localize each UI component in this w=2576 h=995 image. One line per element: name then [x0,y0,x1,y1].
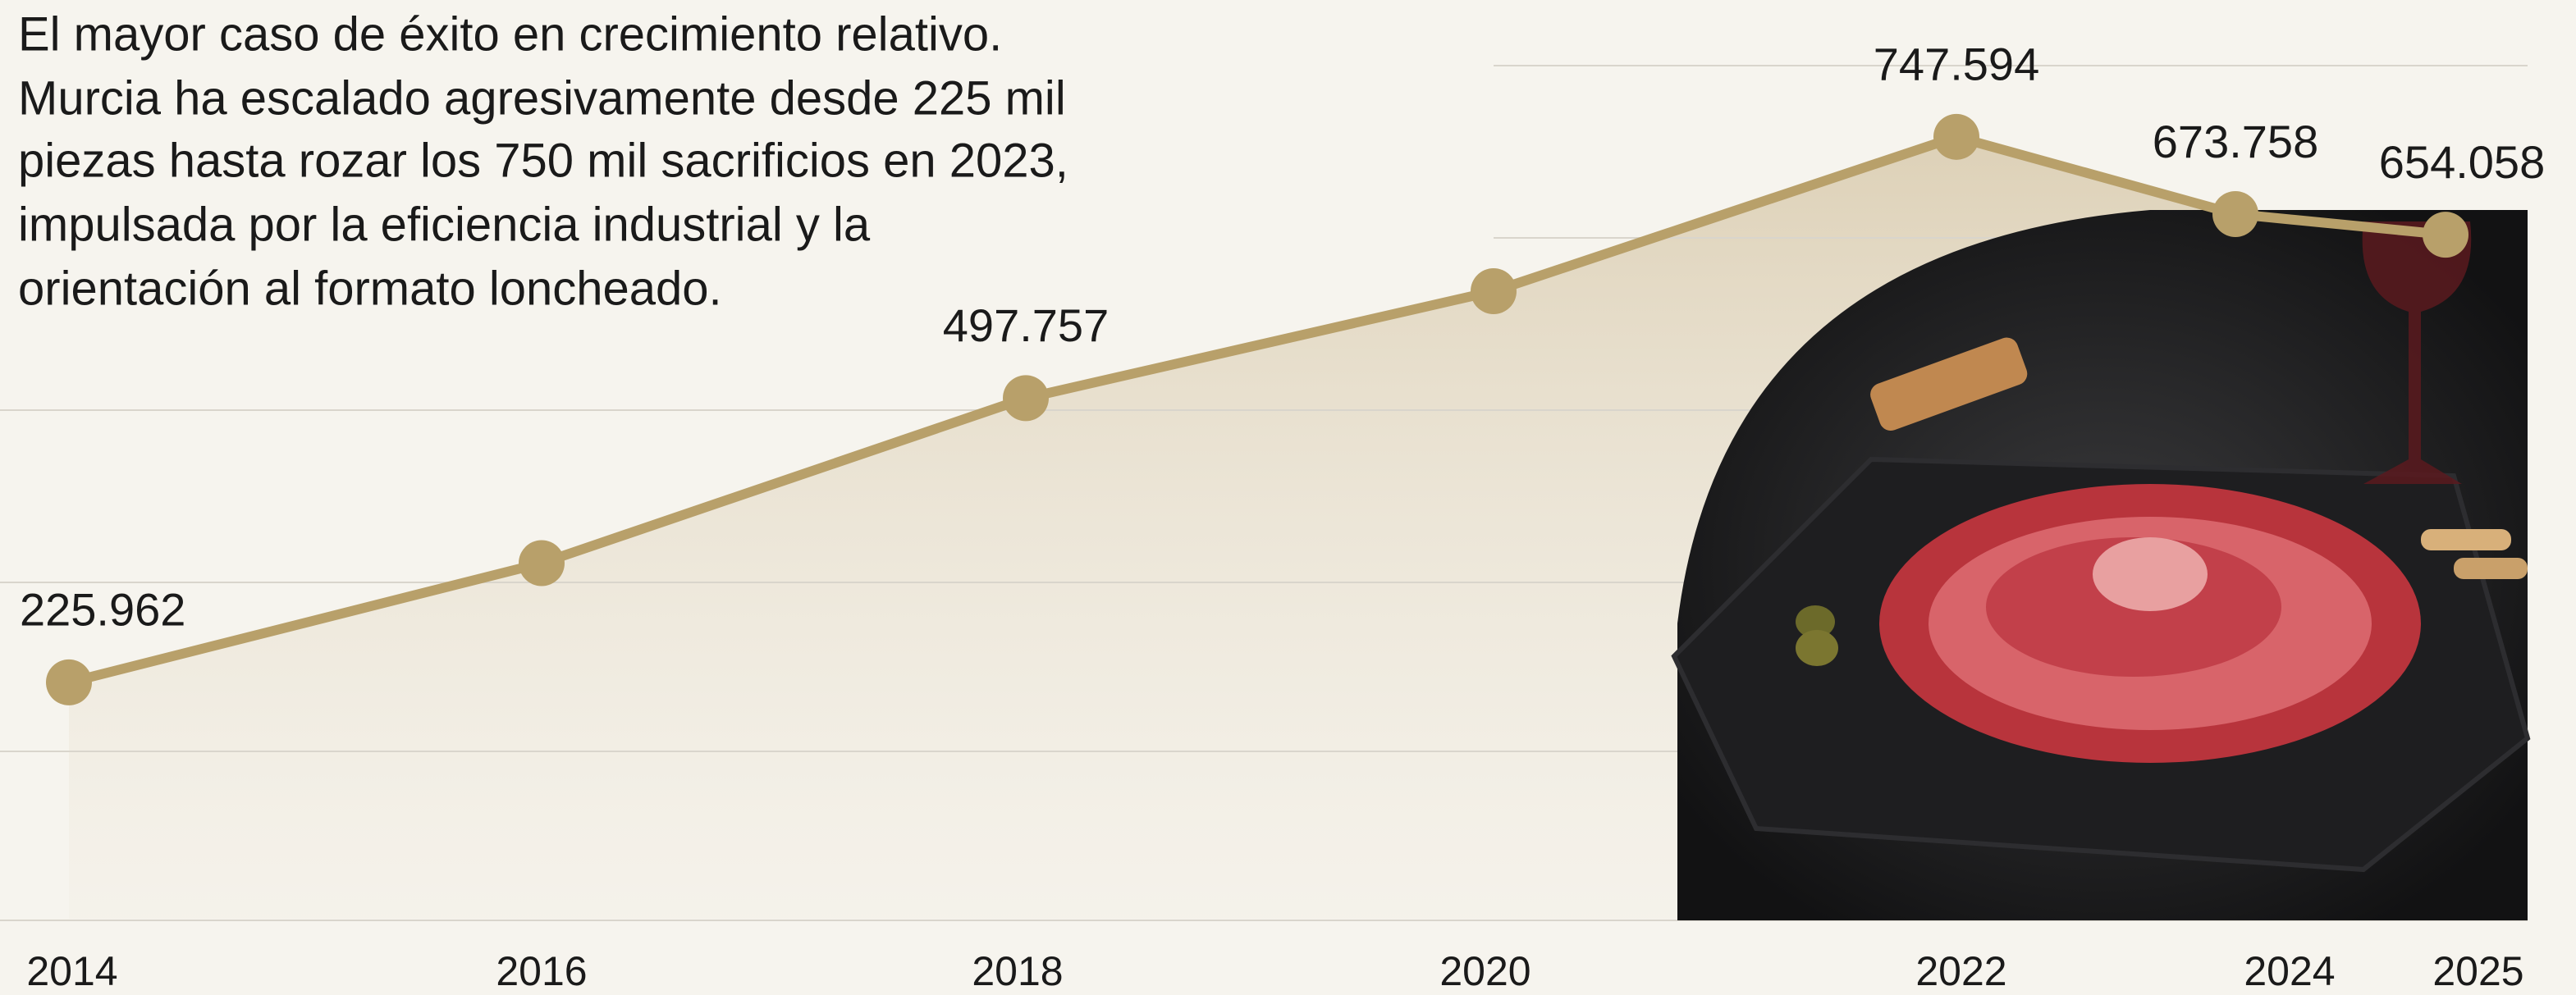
title-line: orientación al formato loncheado. [18,262,722,315]
value-label: 673.758 [2153,116,2318,167]
title-line: impulsada por la eficiencia industrial y… [18,198,871,251]
data-point [1471,268,1517,314]
title-line: piezas hasta rozar los 750 mil sacrifici… [18,134,1068,187]
value-label: 747.594 [1874,39,2039,90]
food-photo [1671,210,2531,920]
data-point [46,659,92,705]
data-point [519,540,565,587]
x-tick-label: 2018 [972,948,1063,994]
value-label: 225.962 [20,584,185,636]
x-tick-label: 2022 [1915,948,2006,994]
data-point [1933,113,1979,160]
data-point [2423,212,2468,258]
value-label: 654.058 [2379,136,2545,188]
x-tick-label: 2025 [2432,948,2523,994]
x-tick-label: 2016 [496,948,587,994]
data-point [1003,375,1049,422]
title-line: Murcia ha escalado agresivamente desde 2… [18,71,1066,125]
data-point [2212,190,2258,237]
title-line: El mayor caso de éxito en crecimiento re… [18,7,1002,61]
x-tick-label: 2014 [26,948,117,994]
x-tick-label: 2024 [2244,948,2335,994]
x-tick-label: 2020 [1439,948,1531,994]
value-label: 497.757 [943,299,1109,351]
